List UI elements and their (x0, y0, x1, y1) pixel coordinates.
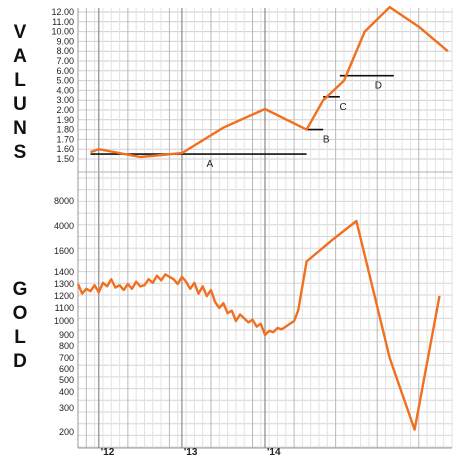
y-tick-label: 1.60 (56, 144, 74, 154)
side-label-letter: L (14, 70, 26, 91)
y-tick-label: 1.90 (56, 115, 74, 125)
y-tick-label: 1100 (55, 303, 74, 313)
y-tick-label: 4000 (54, 221, 74, 231)
x-tick-label: '12 (101, 447, 115, 458)
side-label-letter: G (13, 279, 28, 300)
y-tick-label: 300 (59, 403, 74, 413)
y-tick-label: 2.00 (56, 105, 74, 115)
y-tick-label: 1000 (54, 316, 74, 326)
support-label: B (323, 135, 330, 146)
side-label-letter: D (13, 351, 27, 372)
side-label-letter: U (13, 94, 27, 115)
y-tick-label: 700 (59, 353, 74, 363)
side-label-letter: O (13, 303, 28, 324)
y-tick-label: 1300 (54, 279, 74, 289)
y-tick-label: 4.00 (56, 85, 74, 95)
series-layer (76, 5, 449, 431)
y-tick-label: 600 (59, 364, 74, 374)
x-tick-label: '13 (184, 447, 198, 458)
x-tick-label: '14 (267, 447, 281, 458)
y-tick-label: 400 (59, 387, 74, 397)
y-tick-label: 6.00 (56, 66, 74, 76)
y-tick-label: 8.00 (56, 46, 74, 56)
y-tick-label: 1200 (54, 291, 74, 301)
support-label: A (207, 159, 214, 170)
y-tick-label: 200 (59, 427, 74, 437)
y-tick-label: 11.00 (52, 17, 74, 27)
y-tick-label: 800 (59, 341, 74, 351)
y-tick-label: 9.00 (56, 36, 74, 46)
y-tick-label: 3.00 (56, 95, 74, 105)
y-tick-label: 8000 (54, 196, 74, 206)
series-line (76, 219, 441, 431)
y-tick-label: 1.50 (56, 154, 74, 164)
y-tick-label: 1400 (54, 267, 74, 277)
side-label-letter: V (14, 22, 27, 43)
y-tick-label: 10.00 (51, 27, 74, 37)
side-label-letter: S (14, 142, 27, 163)
y-tick-label: 500 (59, 375, 74, 385)
side-label-letter: L (14, 327, 26, 348)
y-tick-label: 1.80 (56, 125, 74, 135)
y-tick-label: 12.00 (51, 7, 74, 17)
series-line (90, 5, 449, 159)
y-tick-label: 7.00 (56, 56, 74, 66)
support-label: C (339, 102, 346, 113)
side-label-letter: A (13, 46, 27, 67)
y-tick-label: 900 (59, 330, 74, 340)
y-tick-label: 1600 (54, 246, 74, 256)
support-label: D (375, 81, 382, 92)
side-label-letter: N (13, 118, 27, 139)
y-tick-label: 5.00 (56, 76, 74, 86)
axis-labels: 1.501.601.701.801.902.003.004.005.006.00… (13, 7, 281, 458)
y-tick-label: 1.70 (56, 134, 74, 144)
grid (77, 8, 453, 449)
